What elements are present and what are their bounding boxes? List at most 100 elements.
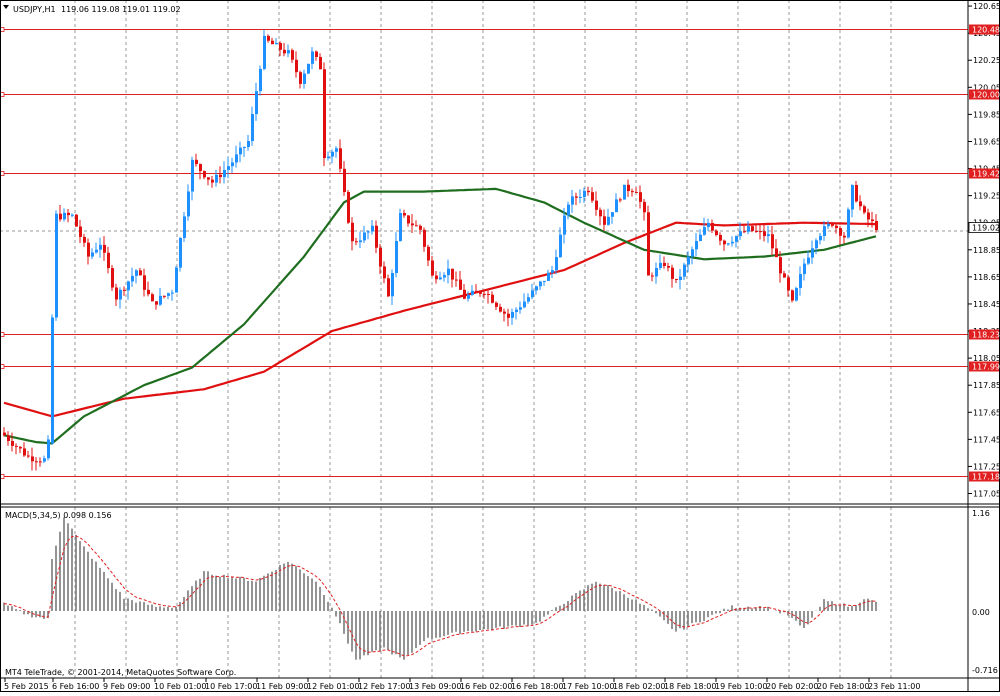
candle-body xyxy=(443,275,446,278)
candle-body xyxy=(183,216,186,238)
candle-body xyxy=(315,51,318,57)
price-tick-label: 119.65 xyxy=(973,137,1000,146)
candle-body xyxy=(847,209,850,238)
candle-body xyxy=(387,278,390,297)
candle-body xyxy=(207,177,210,180)
candle-body xyxy=(715,230,718,235)
level-price-tag xyxy=(969,329,999,340)
candle-body xyxy=(403,212,406,216)
candle-body xyxy=(575,196,578,198)
candle-body xyxy=(759,231,762,233)
candle-body xyxy=(863,206,866,213)
candle-body xyxy=(375,225,378,248)
candle-body xyxy=(579,196,582,198)
candle-body xyxy=(259,68,262,92)
candle-body xyxy=(347,192,350,223)
price-tick-label: 119.85 xyxy=(973,110,1000,119)
candle-body xyxy=(843,235,846,238)
candle-body xyxy=(415,225,418,227)
level-price-tag xyxy=(969,168,999,179)
time-tick-label: 16 Feb 18:00 xyxy=(511,682,563,691)
candle-body xyxy=(483,293,486,295)
candle-body xyxy=(835,225,838,229)
ohlc-label: 119.06 119.08 119.01 119.02 xyxy=(61,5,181,14)
level-price-text: 117.18 xyxy=(972,473,1000,482)
candle-body xyxy=(859,201,862,207)
candle-body xyxy=(651,275,654,277)
candle-body xyxy=(271,40,274,45)
candle-body xyxy=(519,307,522,310)
candlesticks xyxy=(3,29,878,471)
candle-body xyxy=(603,216,606,225)
time-tick-label: 11 Feb 09:00 xyxy=(256,682,308,691)
time-tick-label: 10 Feb 01:00 xyxy=(154,682,206,691)
candle-body xyxy=(787,277,790,291)
candle-body xyxy=(407,215,410,224)
candle-body xyxy=(459,279,462,290)
level-price-text: 120.48 xyxy=(972,26,1000,35)
main-grid xyxy=(0,0,968,504)
candle-body xyxy=(107,252,110,269)
candle-body xyxy=(631,191,634,193)
price-tick-label: 118.45 xyxy=(973,300,1000,309)
candle-body xyxy=(455,279,458,281)
candle-body xyxy=(43,458,46,462)
time-tick-label: 17 Feb 10:00 xyxy=(562,682,614,691)
candle-body xyxy=(515,309,518,313)
candle-body xyxy=(851,185,854,210)
candle-body xyxy=(747,226,750,232)
candle-body xyxy=(463,289,466,299)
level-price-tag xyxy=(969,24,999,35)
candle-body xyxy=(395,240,398,274)
candle-body xyxy=(555,257,558,271)
candle-body xyxy=(171,292,174,294)
time-tick-label: 12 Feb 17:00 xyxy=(358,682,410,691)
candle-body xyxy=(215,174,218,183)
price-tick-label: 120.05 xyxy=(973,83,1000,92)
candle-body xyxy=(571,196,574,205)
candle-body xyxy=(855,185,858,202)
candle-body xyxy=(615,199,618,213)
candle-body xyxy=(431,260,434,276)
horizontal-levels[interactable] xyxy=(0,27,968,479)
candle-body xyxy=(307,63,310,74)
candle-body xyxy=(251,114,254,142)
candle-body xyxy=(507,313,510,318)
candle-body xyxy=(611,212,614,217)
candle-body xyxy=(619,199,622,201)
candle-body xyxy=(219,174,222,178)
candle-body xyxy=(831,223,834,226)
candle-body xyxy=(771,234,774,249)
candle-body xyxy=(143,275,146,290)
candle-body xyxy=(87,242,90,257)
candle-body xyxy=(335,148,338,152)
candle-body xyxy=(663,262,666,266)
candle-body xyxy=(287,50,290,54)
candle-body xyxy=(699,234,702,241)
level-handle xyxy=(0,171,5,176)
candle-body xyxy=(35,461,38,463)
candle-body xyxy=(371,225,374,232)
candle-body xyxy=(255,91,258,115)
candle-body xyxy=(163,295,166,297)
candle-body xyxy=(691,249,694,257)
price-tick-label: 120.25 xyxy=(973,56,1000,65)
candle-body xyxy=(435,275,438,280)
candle-body xyxy=(727,243,730,245)
candle-body xyxy=(135,270,138,276)
candle-body xyxy=(495,302,498,307)
triangle-down-icon[interactable] xyxy=(3,5,9,9)
candle-body xyxy=(503,311,506,314)
candle-body xyxy=(15,445,18,447)
candle-body xyxy=(639,192,642,202)
candle-body xyxy=(479,291,482,294)
candle-body xyxy=(11,440,14,446)
candle-body xyxy=(127,281,130,291)
level-price-text: 118.23 xyxy=(972,331,1000,340)
level-handle xyxy=(0,364,5,369)
candle-body xyxy=(735,236,738,242)
candle-body xyxy=(643,201,646,213)
candle-body xyxy=(227,166,230,170)
